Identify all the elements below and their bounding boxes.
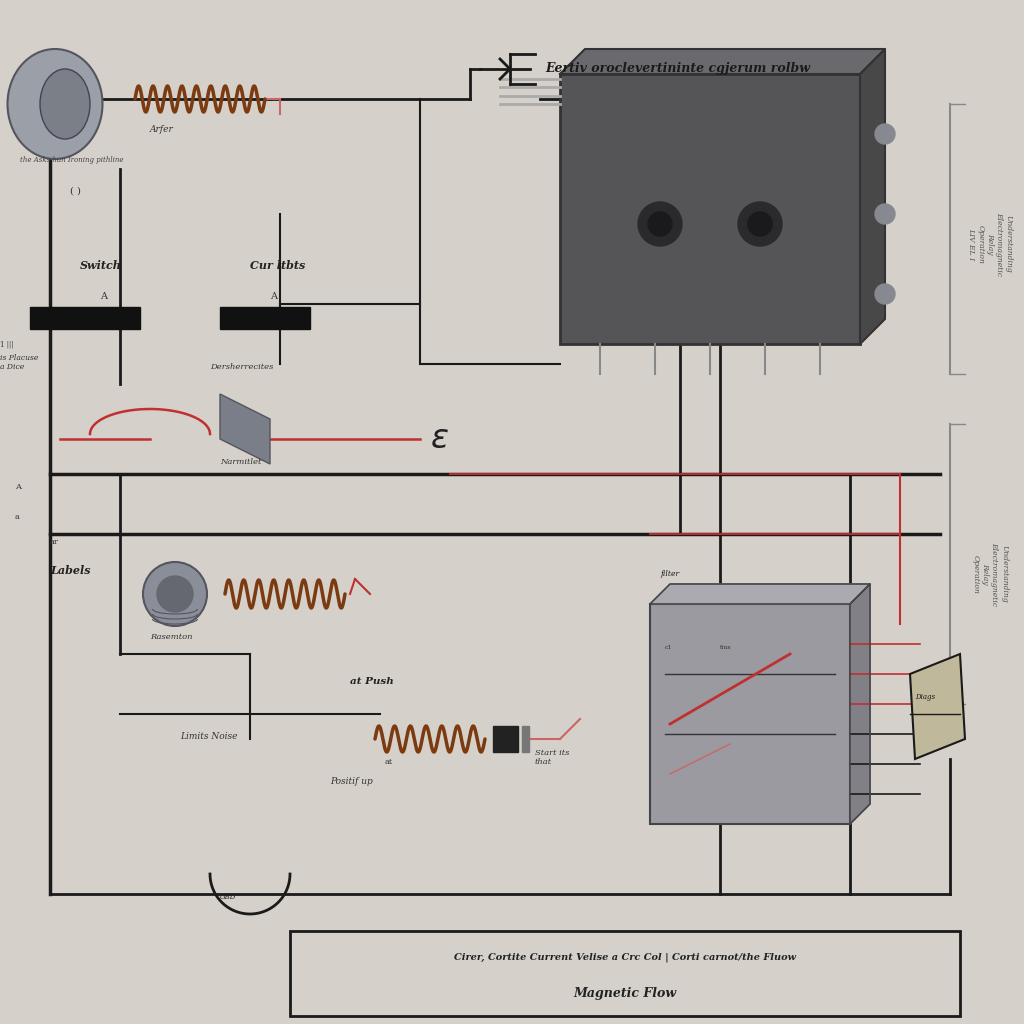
Text: a: a [15, 513, 19, 521]
Text: 1 |||: 1 ||| [0, 340, 13, 348]
Polygon shape [850, 584, 870, 824]
Text: Narmitlet: Narmitlet [220, 458, 261, 466]
Text: Labels: Labels [50, 565, 90, 575]
Text: Cirer, Cortite Current Velise a Crc Col | Corti carnot/the Fluow: Cirer, Cortite Current Velise a Crc Col … [454, 952, 796, 962]
Bar [650, 604, 850, 824]
Polygon shape [560, 49, 885, 74]
Text: Switch: Switch [80, 260, 122, 271]
Circle shape [648, 212, 672, 236]
Text: at Push: at Push [350, 677, 394, 686]
Circle shape [638, 202, 682, 246]
Text: A: A [100, 292, 106, 301]
Bar [30, 307, 140, 329]
Text: $\epsilon$: $\epsilon$ [430, 423, 449, 455]
Text: Understanding
Electromagnetic
Relay
Operation
LIV EL I: Understanding Electromagnetic Relay Oper… [968, 212, 1013, 276]
Circle shape [143, 562, 207, 626]
Bar [220, 307, 310, 329]
Text: ar: ar [50, 538, 58, 546]
Text: Limits Noise: Limits Noise [180, 732, 238, 741]
Bar [560, 74, 860, 344]
Text: Dersherrecites: Dersherrecites [210, 362, 273, 371]
Bar [522, 726, 529, 752]
Text: GBD: GBD [220, 893, 237, 901]
Polygon shape [650, 584, 870, 604]
Bar [493, 726, 518, 752]
Circle shape [874, 204, 895, 224]
Text: Start its
that: Start its that [535, 749, 569, 766]
Ellipse shape [40, 69, 90, 139]
Text: the Asks han Ironing pithline: the Asks han Ironing pithline [20, 156, 124, 164]
Circle shape [874, 124, 895, 144]
Text: Eertiv oroclevertininte cgjerum rolbw: Eertiv oroclevertininte cgjerum rolbw [545, 62, 810, 76]
Text: is Placuse
a Dice: is Placuse a Dice [0, 354, 38, 371]
Text: Magnetic Flow: Magnetic Flow [573, 987, 677, 1000]
Circle shape [748, 212, 772, 236]
Text: A: A [270, 292, 278, 301]
Text: at: at [385, 758, 393, 766]
Ellipse shape [7, 49, 102, 159]
Circle shape [157, 575, 193, 612]
Text: ( ): ( ) [70, 187, 81, 196]
Text: Diags: Diags [915, 693, 935, 701]
Text: Cur ltbts: Cur ltbts [250, 260, 305, 271]
Text: tins: tins [720, 645, 731, 650]
Text: Positif up: Positif up [330, 777, 373, 786]
Text: Rasemton: Rasemton [150, 633, 193, 641]
Text: Arfer: Arfer [150, 125, 174, 134]
Bar [290, 931, 959, 1016]
Polygon shape [220, 394, 270, 464]
Text: A: A [15, 483, 22, 490]
Text: c1: c1 [665, 645, 673, 650]
Text: filter: filter [660, 570, 679, 578]
Polygon shape [860, 49, 885, 344]
Circle shape [874, 284, 895, 304]
Polygon shape [910, 654, 965, 759]
Circle shape [738, 202, 782, 246]
Text: Understanding
Electromagnetic
Relay
Operation: Understanding Electromagnetic Relay Oper… [972, 542, 1008, 606]
